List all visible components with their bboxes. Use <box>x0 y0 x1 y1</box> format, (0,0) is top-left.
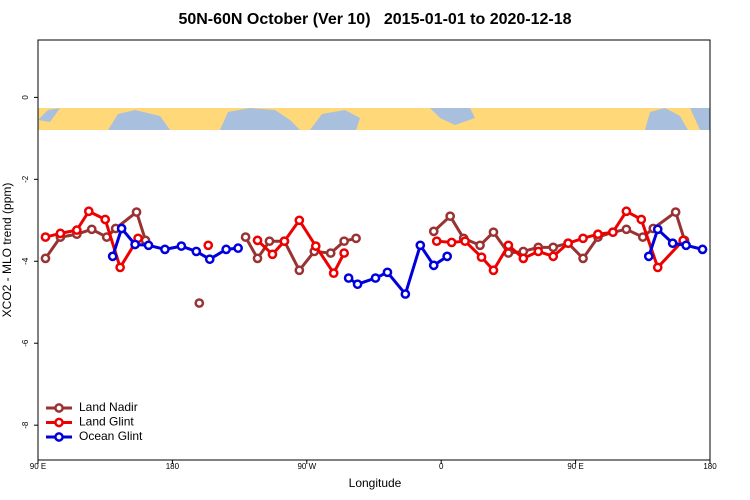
series-line <box>111 226 703 296</box>
point-marker <box>460 236 470 247</box>
point-marker <box>621 224 632 235</box>
map-strip <box>38 108 710 130</box>
x-axis-label: Longitude <box>349 476 402 490</box>
point-marker <box>267 249 278 260</box>
point-marker <box>339 236 349 247</box>
point-marker <box>310 241 321 251</box>
point-marker <box>445 211 456 222</box>
point-marker <box>533 246 544 257</box>
point-marker <box>194 298 205 308</box>
point-marker <box>370 273 381 283</box>
point-marker <box>548 242 559 253</box>
point-marker <box>578 233 588 244</box>
point-marker <box>191 246 202 257</box>
point-marker <box>294 215 305 226</box>
legend-label: Land Nadir <box>79 400 138 414</box>
point-marker <box>71 225 82 235</box>
point-marker <box>503 240 514 251</box>
point-marker <box>343 273 354 283</box>
x-tick-label: 90 W <box>297 462 316 471</box>
y-tick-label: -2 <box>21 175 30 183</box>
point-marker <box>636 214 647 225</box>
y-tick-label: -6 <box>21 339 30 347</box>
point-marker <box>442 251 453 262</box>
point-marker <box>252 253 263 264</box>
point-marker <box>294 265 305 276</box>
point-marker <box>116 223 127 234</box>
point-marker <box>415 240 426 251</box>
x-tick-label: 180 <box>166 462 180 471</box>
point-marker <box>431 236 442 247</box>
legend-swatch <box>54 432 64 442</box>
point-marker <box>608 227 618 238</box>
legend-swatch <box>54 403 64 413</box>
point-marker <box>240 232 251 242</box>
point-marker <box>203 240 214 251</box>
point-marker <box>548 251 559 262</box>
point-marker <box>40 253 51 264</box>
y-tick-label: -4 <box>21 257 30 265</box>
point-marker <box>652 262 663 273</box>
legend-label: Land Glint <box>79 415 134 429</box>
point-marker <box>130 239 140 250</box>
legend-swatch <box>54 417 64 428</box>
point-marker <box>681 240 691 251</box>
legend-label: Ocean Glint <box>79 429 143 443</box>
point-marker <box>204 254 215 265</box>
point-marker <box>328 268 339 279</box>
point-marker <box>593 229 603 240</box>
point-marker <box>233 243 243 254</box>
y-axis-label: XCO2 - MLO trend (ppm) <box>0 183 14 318</box>
chart-title: 50N-60N October (Ver 10) 2015-01-01 to 2… <box>178 11 571 28</box>
point-marker <box>621 206 632 217</box>
point-marker <box>382 267 393 278</box>
point-marker <box>40 232 51 242</box>
point-marker <box>428 226 439 237</box>
x-tick-label: 90 E <box>567 462 583 471</box>
point-marker <box>351 233 361 244</box>
point-marker <box>563 238 573 249</box>
point-marker <box>83 206 94 217</box>
point-marker <box>476 252 487 263</box>
x-tick-label: 90 E <box>30 462 46 471</box>
point-marker <box>643 251 654 262</box>
point-marker <box>446 237 457 248</box>
y-tick-label: 0 <box>21 95 30 100</box>
point-marker <box>670 207 681 217</box>
point-marker <box>252 235 263 246</box>
point-marker <box>100 214 111 225</box>
point-marker <box>176 241 187 251</box>
point-marker <box>264 236 275 247</box>
point-marker <box>652 224 663 235</box>
point-marker <box>488 265 499 276</box>
point-marker <box>667 238 678 249</box>
point-marker <box>339 248 349 258</box>
point-marker <box>475 240 485 251</box>
point-marker <box>55 228 66 239</box>
point-marker <box>160 244 170 255</box>
point-marker <box>488 227 499 238</box>
point-marker <box>578 253 588 264</box>
x-tick-label: 180 <box>703 462 717 471</box>
point-marker <box>697 244 708 255</box>
plot-frame <box>37 39 711 461</box>
point-marker <box>400 289 411 299</box>
point-marker <box>221 244 232 255</box>
point-marker <box>279 236 290 247</box>
point-marker <box>143 240 154 251</box>
x-tick-label: 0 <box>439 462 444 471</box>
point-marker <box>86 224 97 235</box>
point-marker <box>428 260 439 271</box>
point-marker <box>325 248 336 258</box>
point-marker <box>115 262 125 273</box>
point-marker <box>131 207 142 217</box>
point-marker <box>518 253 529 264</box>
point-marker <box>352 279 363 290</box>
point-marker <box>107 251 118 262</box>
y-tick-label: -8 <box>21 421 30 429</box>
